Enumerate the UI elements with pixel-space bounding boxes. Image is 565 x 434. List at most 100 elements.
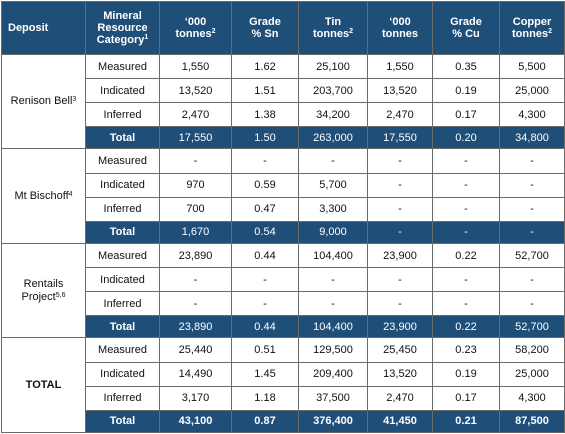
grade-sn-cell: - (231, 291, 299, 317)
deposit-name-cell: Rentails Project5,6 (1, 242, 86, 339)
grade-cu-cell: 0.23 (432, 337, 500, 363)
category-cell: Total (85, 126, 160, 150)
grade-sn-cell: 0.44 (231, 242, 299, 269)
table-row: Renison Bell3 Measured 1,550 1.62 25,100 1,55… (1, 53, 565, 150)
table-row: Inferred 700 0.47 3,300- - - (2, 196, 565, 222)
grade-cu-cell: - (432, 172, 500, 198)
copper-tonnes-cell: - (499, 220, 565, 244)
category-cell: Indicated (85, 361, 160, 387)
deposit-name-cell: Renison Bell3 (1, 53, 86, 150)
tonnes-cell: 43,100 (159, 409, 232, 434)
grade-sn-cell: 1.62 (231, 53, 299, 80)
deposit-name: Rentails Project (21, 277, 64, 303)
tonnes-cu-cell: 41,450 (367, 409, 433, 434)
grade-cu-cell: 0.19 (432, 78, 500, 104)
header-tin-line1: Tin (324, 16, 342, 28)
category-cell: Total (85, 409, 160, 434)
total-row: Total 23,890 0.44 104,400 23,900 0.22 52,700 (2, 315, 565, 339)
header-tonnes-line1: ‘000 (184, 16, 207, 28)
table-row: Indicated 13,520 1.51 203,700 13,520 0.19 25,0… (2, 78, 565, 104)
grade-sn-cell: 1.50 (231, 126, 299, 150)
tin-tonnes-cell: 9,000 (298, 220, 368, 244)
header-tonnes-cu-line2: tonnes (381, 28, 419, 40)
tonnes-cu-cell: - (367, 148, 433, 174)
header-row: Deposit Mineral Resource Category1 ‘000 … (1, 1, 565, 55)
tin-tonnes-cell: - (298, 148, 368, 174)
copper-tonnes-cell: 4,300 (499, 102, 565, 128)
category-cell: Measured (85, 242, 160, 269)
tonnes-cu-cell: - (367, 172, 433, 198)
header-grade-cu-line2: % Cu (452, 28, 480, 40)
copper-tonnes-cell: 5,500 (499, 53, 565, 80)
category-cell: Inferred (85, 385, 160, 411)
category-cell: Indicated (85, 172, 160, 198)
deposit-name: TOTAL (25, 378, 62, 391)
grade-sn-cell: 0.47 (231, 196, 299, 222)
deposit-name-cell: TOTAL (1, 337, 86, 433)
category-cell: Total (85, 220, 160, 244)
header-grade-cu: Grade % Cu (432, 1, 500, 55)
copper-tonnes-cell: 25,000 (499, 361, 565, 387)
category-cell: Inferred (85, 102, 160, 128)
tonnes-cell: 700 (159, 196, 232, 222)
tonnes-cell: 25,440 (159, 337, 232, 363)
tonnes-cu-cell: 2,470 (367, 102, 433, 128)
grade-sn-cell: 0.51 (231, 337, 299, 363)
copper-tonnes-cell: 58,200 (499, 337, 565, 363)
tin-tonnes-cell: - (298, 291, 368, 317)
grade-cu-cell: 0.20 (432, 126, 500, 150)
tonnes-cell: 970 (159, 172, 232, 198)
header-category-line3: Category (96, 34, 145, 46)
header-category: Mineral Resource Category1 (85, 1, 160, 55)
table-row: Indicated - - - - - - (2, 267, 565, 293)
grade-cu-cell: 0.21 (432, 409, 500, 434)
header-copper-tonnes: Copper tonnes2 (499, 1, 565, 55)
tonnes-cell: - (159, 267, 232, 293)
tin-tonnes-cell: 5,700 (298, 172, 368, 198)
tin-tonnes-cell: 104,400 (298, 242, 368, 269)
tonnes-cu-cell: 13,520 (367, 361, 433, 387)
copper-tonnes-cell: - (499, 267, 565, 293)
copper-tonnes-cell: 34,800 (499, 126, 565, 150)
footnote-marker: 2 (211, 28, 216, 35)
tonnes-cell: 1,670 (159, 220, 232, 244)
copper-tonnes-cell: - (499, 148, 565, 174)
tonnes-cu-cell: 23,900 (367, 242, 433, 269)
category-cell: Inferred (85, 196, 160, 222)
table-row: Inferred - - - - - - (2, 291, 565, 317)
grade-cu-cell: - (432, 291, 500, 317)
header-tin-line2: tonnes (313, 28, 350, 40)
table-row: Mt Bischoff4 Measured - - - - - - (1, 148, 565, 244)
tin-tonnes-cell: 263,000 (298, 126, 368, 150)
tonnes-cu-cell: 13,520 (367, 78, 433, 104)
tonnes-cell: 13,520 (159, 78, 232, 104)
copper-tonnes-cell: 25,000 (499, 78, 565, 104)
header-tonnes-cu-line1: ‘000 (389, 16, 411, 28)
copper-tonnes-cell: 4,300 (499, 385, 565, 411)
footnote-marker: 1 (144, 34, 149, 41)
tonnes-cell: 2,470 (159, 102, 232, 128)
tonnes-cell: 17,550 (159, 126, 232, 150)
header-tin-tonnes: Tin tonnes2 (298, 1, 368, 55)
tonnes-cell: 23,890 (159, 242, 232, 269)
tonnes-cu-cell: 2,470 (367, 385, 433, 411)
footnote-marker: 2 (548, 28, 552, 35)
grade-sn-cell: 1.18 (231, 385, 299, 411)
tonnes-cu-cell: - (367, 196, 433, 222)
tonnes-cell: 1,550 (159, 53, 232, 80)
category-cell: Measured (85, 148, 160, 174)
deposit-name: Mt Bischoff (14, 189, 69, 202)
header-copper-line2: tonnes (512, 28, 549, 40)
header-grade-sn-line1: Grade (249, 16, 281, 28)
grade-sn-cell: 0.87 (231, 409, 299, 434)
header-tonnes-line2: tonnes (175, 28, 212, 40)
category-cell: Measured (85, 337, 160, 363)
total-row: Total 1,670 0.54 9,000- - - (2, 220, 565, 244)
footnote-marker: 4 (68, 190, 73, 198)
footnote-marker: 2 (349, 28, 353, 35)
header-category-line1: Mineral (103, 10, 142, 22)
grade-sn-cell: - (231, 267, 299, 293)
copper-tonnes-cell: 87,500 (499, 409, 565, 434)
footnote-marker: 3 (72, 96, 77, 104)
